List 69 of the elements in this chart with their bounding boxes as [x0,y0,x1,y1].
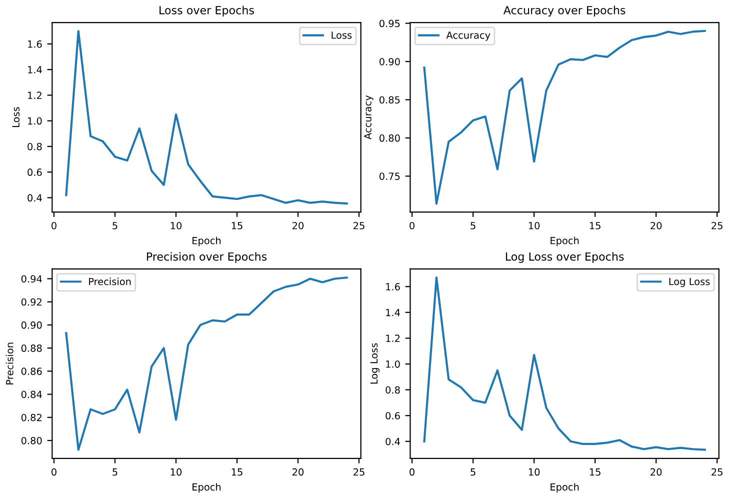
y-tick-label: 0.4 [28,194,42,202]
y-tick-label: 1.2 [28,92,42,99]
y-tick-label: 0.75 [380,172,400,180]
y-tick-label: 1.0 [386,360,400,368]
x-tick-label: 25 [354,222,364,230]
y-tick-label: 1.0 [28,117,42,125]
y-tick-label: 0.90 [380,58,400,66]
x-tick-label: 5 [112,222,118,230]
y-tick-label: 0.4 [386,438,400,446]
line-series [423,30,706,205]
x-axis-title: Epoch [192,236,221,246]
y-tick-label: 1.4 [28,66,42,74]
x-tick-label: 10 [170,222,182,230]
x-tick-label: 0 [410,468,415,476]
x-tick-label: 0 [410,222,415,230]
chart-title: Log Loss over Epochs [506,252,624,263]
legend-label: Precision [89,278,131,286]
x-tick-label: 0 [52,222,56,230]
x-tick-label: 10 [528,468,540,476]
y-tick-label: 0.80 [380,134,400,142]
y-axis-title: Log Loss [370,343,380,384]
legend-label: Loss [332,32,352,39]
y-axis-title: Precision [6,342,14,384]
y-tick-label: 0.8 [28,142,42,150]
chart-title: Loss over Epochs [160,6,254,17]
x-tick-label: 10 [528,222,540,230]
x-tick-label: 20 [650,222,662,230]
x-tick-label: 15 [232,222,242,230]
x-tick-label: 15 [590,222,600,230]
y-tick-label: 0.88 [21,344,42,352]
x-tick-label: 5 [112,468,118,476]
y-tick-label: 0.8 [386,386,400,394]
y-tick-label: 0.6 [386,412,400,420]
x-tick-label: 5 [470,468,476,476]
x-tick-label: 15 [232,468,242,476]
chart-title: Accuracy over Epochs [503,6,626,17]
legend-label: Log Loss [669,278,710,288]
y-tick-label: 0.95 [380,20,400,28]
x-tick-label: 5 [470,222,476,230]
y-tick-label: 0.6 [28,168,42,176]
y-tick-label: 0.90 [21,321,42,329]
y-tick-label: 1.4 [386,308,400,316]
line-series [65,276,348,451]
y-tick-label: 1.6 [28,40,42,48]
x-tick-label: 20 [292,468,304,476]
y-tick-label: 0.86 [21,368,42,376]
text: Accuracy [446,32,490,41]
x-tick-label: 0 [52,468,56,476]
x-axis-title: Epoch [550,483,579,493]
x-tick-label: 20 [292,222,304,230]
chart-title: Precision over Epochs [146,252,267,263]
y-axis-title: Accuracy [364,95,374,140]
y-tick-label: 0.84 [21,390,42,398]
x-tick-label: 25 [354,468,364,476]
y-tick-label: 0.82 [21,414,42,422]
y-tick-label: 1.2 [386,334,400,342]
x-tick-label: 25 [712,222,722,230]
y-tick-label: 0.94 [21,275,42,283]
x-tick-label: 15 [590,468,600,476]
x-tick-label: 10 [170,468,182,476]
y-tick-label: 1.6 [386,283,400,290]
x-axis-title: Epoch [550,236,579,246]
x-tick-label: 20 [650,468,662,476]
y-tick-label: 0.85 [380,96,400,104]
y-tick-label: 0.80 [21,436,42,444]
x-axis-title: Epoch [192,483,221,493]
y-axis-title: Loss [12,107,20,128]
y-tick-label: 0.92 [21,298,42,306]
x-tick-label: 25 [712,468,722,476]
